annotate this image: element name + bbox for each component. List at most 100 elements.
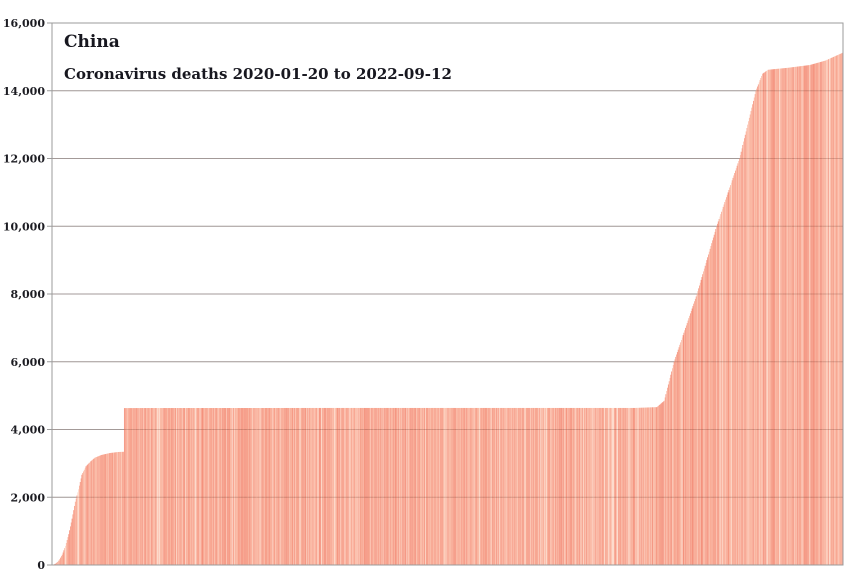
- deaths-bar: [310, 407, 312, 565]
- deaths-bar: [407, 407, 408, 565]
- deaths-bar: [338, 407, 340, 565]
- deaths-bar: [135, 408, 137, 565]
- deaths-bar: [699, 282, 701, 565]
- deaths-bar: [543, 407, 545, 565]
- deaths-bar: [834, 56, 835, 566]
- deaths-bar: [745, 131, 747, 565]
- deaths-bar: [742, 144, 744, 565]
- deaths-bar: [601, 407, 603, 565]
- deaths-bar: [322, 407, 324, 565]
- deaths-bar: [437, 407, 439, 565]
- deaths-bar: [562, 407, 564, 565]
- deaths-bar: [101, 454, 103, 565]
- deaths-bar: [386, 407, 388, 565]
- deaths-bar: [679, 344, 681, 565]
- deaths-bar: [581, 407, 583, 565]
- deaths-bar: [654, 407, 656, 565]
- deaths-bar: [541, 407, 542, 565]
- deaths-bar: [183, 408, 185, 565]
- deaths-bar: [822, 61, 824, 566]
- deaths-bar: [503, 407, 505, 565]
- deaths-bar: [401, 407, 403, 565]
- deaths-bar: [515, 407, 517, 565]
- deaths-bar: [666, 390, 668, 565]
- deaths-bar: [319, 407, 321, 565]
- deaths-bar: [420, 407, 422, 565]
- deaths-bar: [108, 453, 110, 565]
- deaths-bar: [415, 407, 417, 565]
- deaths-bar: [70, 522, 72, 565]
- deaths-bar: [364, 407, 366, 565]
- deaths-bar: [696, 294, 698, 565]
- deaths-bar: [636, 407, 637, 565]
- deaths-bar: [681, 337, 683, 565]
- deaths-bar: [538, 407, 540, 565]
- deaths-bar: [546, 407, 548, 565]
- deaths-bar: [459, 407, 461, 565]
- deaths-bar: [584, 407, 586, 565]
- deaths-bar: [523, 407, 525, 565]
- deaths-bar: [466, 407, 468, 565]
- deaths-bar: [315, 407, 317, 565]
- deaths-bar: [824, 60, 826, 565]
- deaths-bar: [600, 407, 602, 565]
- deaths-bar: [509, 407, 511, 565]
- deaths-bar: [433, 407, 435, 565]
- deaths-bar: [351, 407, 353, 565]
- deaths-bar: [213, 408, 214, 565]
- deaths-bar: [550, 407, 552, 565]
- deaths-bar: [465, 407, 466, 565]
- deaths-bar: [136, 408, 138, 565]
- deaths-bar: [146, 408, 148, 565]
- deaths-bar: [794, 66, 796, 565]
- deaths-bar: [818, 62, 820, 566]
- deaths-bar: [179, 408, 181, 565]
- deaths-bar: [369, 407, 371, 565]
- deaths-bar: [780, 68, 782, 565]
- deaths-bar: [90, 461, 92, 565]
- deaths-bar: [399, 407, 401, 565]
- deaths-bar: [299, 407, 301, 565]
- deaths-bar: [308, 407, 309, 565]
- deaths-bar: [55, 563, 57, 565]
- deaths-bar: [174, 408, 176, 565]
- deaths-bar: [673, 361, 675, 565]
- deaths-bar: [656, 407, 658, 565]
- deaths-bar: [314, 407, 316, 565]
- deaths-bar: [284, 407, 286, 565]
- deaths-bar: [391, 407, 393, 565]
- deaths-bar: [281, 407, 282, 565]
- deaths-bar: [789, 67, 791, 565]
- deaths-bar: [587, 407, 589, 565]
- deaths-bar: [293, 407, 295, 565]
- deaths-bar: [715, 229, 717, 565]
- deaths-bar: [458, 407, 460, 565]
- deaths-bar: [559, 407, 560, 565]
- deaths-bar: [411, 407, 412, 565]
- deaths-bar: [738, 160, 740, 566]
- deaths-bar: [296, 407, 298, 565]
- deaths-bar: [762, 73, 764, 565]
- deaths-bar: [85, 466, 87, 565]
- deaths-bar: [456, 407, 458, 565]
- deaths-bar: [640, 407, 641, 565]
- deaths-bar: [277, 407, 279, 565]
- deaths-bar: [511, 407, 513, 565]
- deaths-bar: [61, 554, 63, 565]
- deaths-bar: [294, 407, 296, 565]
- deaths-bar: [92, 459, 94, 565]
- deaths-bar: [580, 407, 582, 565]
- deaths-bar: [126, 408, 128, 565]
- deaths-bar: [530, 407, 532, 565]
- deaths-bar: [829, 58, 830, 565]
- deaths-bar: [161, 408, 163, 565]
- deaths-bar: [264, 408, 266, 565]
- deaths-bar: [577, 407, 579, 565]
- deaths-bar: [290, 407, 291, 565]
- deaths-bar: [677, 349, 679, 565]
- y-axis-tick-label: 12,000: [3, 153, 45, 166]
- deaths-bar: [123, 408, 125, 565]
- deaths-bar: [346, 407, 348, 565]
- deaths-bar: [59, 559, 61, 565]
- deaths-bar: [472, 407, 474, 565]
